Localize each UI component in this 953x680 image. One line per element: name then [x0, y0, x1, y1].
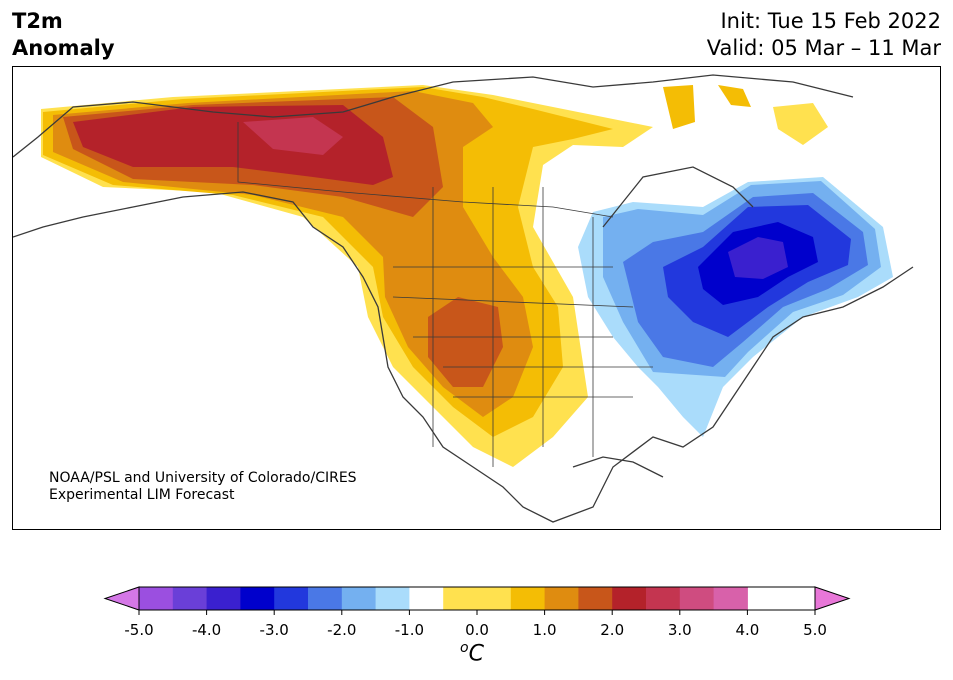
map-title: T2m Anomaly	[12, 8, 115, 62]
colorbar-tick-label: 1.0	[533, 621, 557, 639]
colorbar-tick-label: 3.0	[668, 621, 692, 639]
colorbar-bin	[172, 587, 208, 610]
warm-anomaly-ne-1-0	[663, 85, 751, 129]
colorbar-bin	[544, 587, 579, 610]
colorbar-tick-label: 0.0	[465, 621, 489, 639]
unit-celsius: C	[468, 641, 484, 667]
colorbar-bin	[646, 587, 681, 610]
colorbar-tick-label: -1.0	[395, 621, 424, 639]
forecast-dates: Init: Tue 15 Feb 2022 Valid: 05 Mar – 11…	[707, 8, 941, 62]
warm-anomaly-3-0	[243, 117, 343, 155]
colorbar-tick-label: 2.0	[600, 621, 624, 639]
credit-text: NOAA/PSL and University of Colorado/CIRE…	[49, 470, 357, 504]
colorbar-bin	[375, 587, 410, 610]
credit-line1: NOAA/PSL and University of Colorado/CIRE…	[49, 470, 357, 486]
colorbar-ticks: -5.0 -4.0 -3.0 -2.0 -1.0 0.0 1.0 2.0 3.0 4.0 5.0	[124, 610, 827, 639]
cold-anomaly-3-0	[728, 237, 788, 279]
colorbar-bin	[679, 587, 715, 610]
colorbar-bin	[510, 587, 546, 610]
colorbar-tick-label: 4.0	[735, 621, 759, 639]
warm-anomaly-2-0	[63, 97, 503, 387]
colorbar-bins	[139, 587, 748, 610]
title-variable-line1: T2m	[12, 9, 63, 33]
colorbar-tick-label: -3.0	[260, 621, 289, 639]
init-date: Init: Tue 15 Feb 2022	[720, 9, 941, 33]
colorbar-tick-label: 5.0	[803, 621, 827, 639]
colorbar-bin	[274, 587, 309, 610]
colorbar-bin	[240, 587, 275, 610]
coastlines	[13, 74, 914, 523]
colorbar-bin	[341, 587, 377, 610]
colorbar-bin	[612, 587, 647, 610]
colorbar-bin	[139, 587, 174, 610]
warm-anomaly-ne-0-5	[773, 103, 828, 145]
colorbar-bin	[409, 587, 444, 610]
credit-line2: Experimental LIM Forecast	[49, 487, 235, 503]
valid-date: Valid: 05 Mar – 11 Mar	[706, 36, 941, 60]
colorbar-tick-label: -4.0	[192, 621, 221, 639]
colorbar-under-arrow	[103, 586, 140, 611]
colorbar-bin	[206, 587, 241, 610]
colorbar-bin	[308, 587, 343, 610]
colorbar-bin	[713, 587, 748, 610]
colorbar-over-arrow	[814, 586, 851, 611]
colorbar-bin	[443, 587, 512, 610]
unit-degree: o	[460, 640, 469, 656]
colorbar-tick-label: -5.0	[124, 621, 153, 639]
map-panel	[12, 66, 941, 530]
colorbar: -5.0 -4.0 -3.0 -2.0 -1.0 0.0 1.0 2.0 3.0 4.0 5.0	[103, 586, 851, 639]
colorbar-unit: oC	[460, 640, 484, 666]
political-borders	[237, 122, 653, 467]
title-variable-line2: Anomaly	[12, 36, 115, 60]
anomaly-map	[13, 74, 914, 523]
colorbar-tick-label: -2.0	[327, 621, 356, 639]
colorbar-bin	[578, 587, 613, 610]
